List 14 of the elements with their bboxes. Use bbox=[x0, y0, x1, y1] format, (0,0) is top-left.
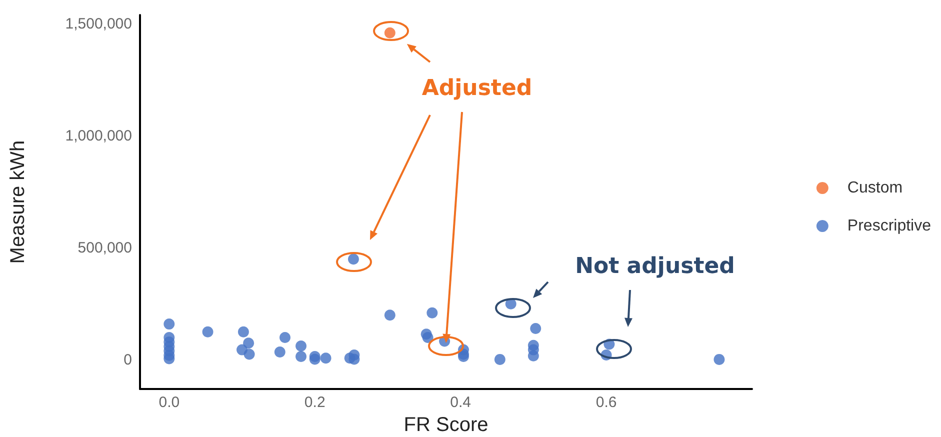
y-tick-label: 1,500,000 bbox=[65, 15, 132, 32]
x-tick-label: 0.0 bbox=[158, 394, 180, 411]
y-tick-label: 500,000 bbox=[78, 239, 132, 256]
legend-label: Prescriptive bbox=[847, 218, 932, 234]
annotation: Not adjusted bbox=[575, 254, 735, 279]
annotation: Adjusted bbox=[422, 76, 532, 101]
x-tick-label: 0.2 bbox=[304, 394, 326, 411]
y-axis-title: Measure kWh bbox=[7, 140, 29, 264]
y-tick-label: 0 bbox=[124, 351, 132, 368]
x-axis-title: FR Score bbox=[404, 414, 488, 436]
x-tick-label: 0.6 bbox=[596, 394, 617, 411]
y-tick-label: 1,000,000 bbox=[65, 127, 132, 144]
legend-label: Custom bbox=[847, 180, 903, 196]
x-tick-label: 0.4 bbox=[450, 394, 471, 411]
